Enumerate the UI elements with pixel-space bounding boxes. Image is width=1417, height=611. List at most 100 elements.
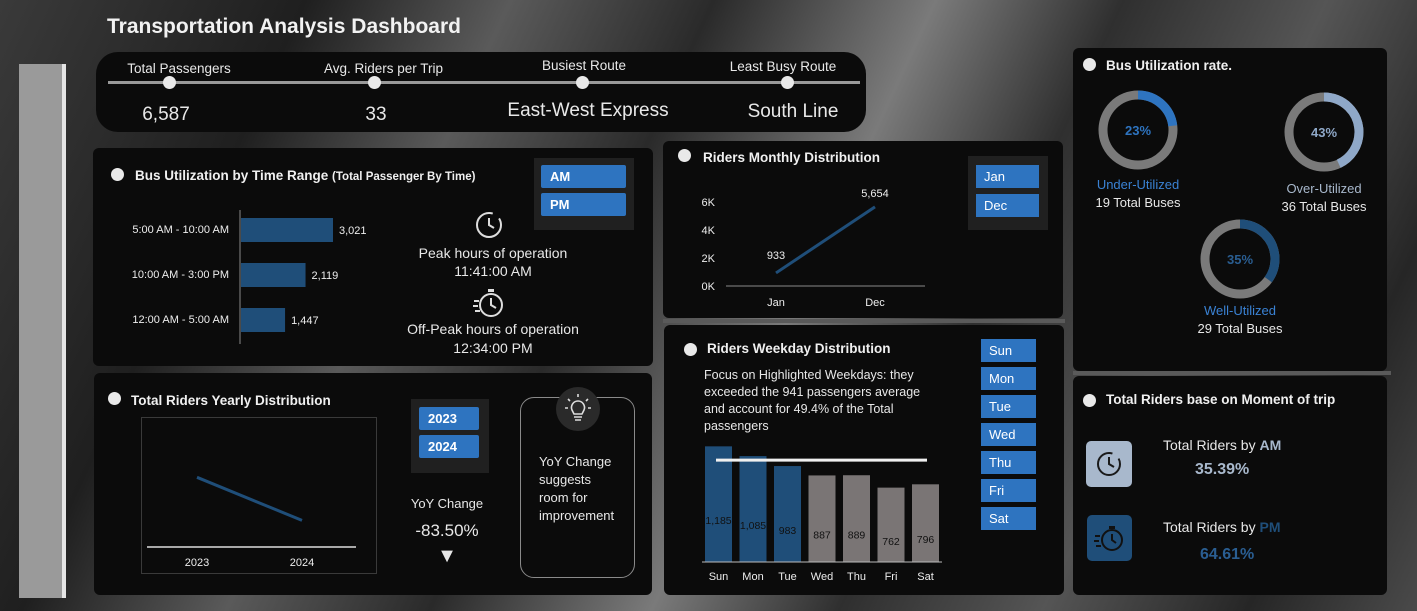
x-tick-label: Mon <box>742 571 763 583</box>
donut-well-utilized: 35% <box>1200 219 1280 299</box>
y-tick-label: 6K <box>702 197 716 209</box>
y-tick-label: 0K <box>702 281 716 293</box>
monthly-title: Riders Monthly Distribution <box>703 150 880 165</box>
category-label: 5:00 AM - 10:00 AM <box>132 224 229 236</box>
bar <box>912 484 939 562</box>
offpeak-label: Off-Peak hours of operation <box>407 321 579 337</box>
well-utilized-sub: 29 Total Buses <box>1197 321 1283 336</box>
slicer-sat-button[interactable]: Sat <box>981 507 1036 530</box>
clock-icon <box>476 212 502 238</box>
am-pm-slicer: AM PM <box>534 158 634 230</box>
bar <box>739 456 767 562</box>
am-clock-icon <box>1086 441 1132 487</box>
data-label: 933 <box>767 250 785 262</box>
data-label: 887 <box>813 530 831 542</box>
data-label: 3,021 <box>339 225 367 237</box>
am-prefix: Total Riders by <box>1163 437 1260 453</box>
slicer-thu-button[interactable]: Thu <box>981 451 1036 474</box>
donut-slice <box>1284 92 1364 172</box>
kpi-label-total-passengers: Total Passengers <box>127 61 231 76</box>
donut-slice <box>1098 90 1178 170</box>
data-label: 889 <box>848 530 866 542</box>
kpi-dot <box>576 76 589 89</box>
slicer-2023-button[interactable]: 2023 <box>419 407 479 430</box>
am-riders-value: 35.39% <box>1195 461 1250 478</box>
data-label: 1,447 <box>291 315 319 327</box>
yearly-panel: Total Riders Yearly Distribution 2023 202… <box>94 373 652 595</box>
time-range-panel: Bus Utilization by Time Range (Total Pas… <box>93 148 653 366</box>
data-label: 2,119 <box>312 270 339 282</box>
moment-title: Total Riders base on Moment of trip <box>1106 392 1336 407</box>
time-range-subtitle: (Total Passenger By Time) <box>332 171 476 183</box>
clock-icon <box>1097 452 1121 476</box>
under-utilized-label: Under-Utilized <box>1096 177 1180 192</box>
kpi-label-busiest-route: Busiest Route <box>541 58 627 73</box>
lightbulb-icon <box>556 387 600 431</box>
weekday-slicer: Sun Mon Tue Wed Thu Fri Sat <box>978 339 1040 537</box>
donut-percent-label: 35% <box>1227 252 1253 267</box>
weekday-bar-chart: 1,185 Sun 1,085 Mon 983 Tue 887 Wed 889 Thu 762 Fri… <box>702 446 942 583</box>
stopwatch-icon <box>1094 526 1123 551</box>
yoy-value: -83.50% <box>415 521 479 540</box>
slicer-wed-button[interactable]: Wed <box>981 423 1036 446</box>
bar <box>774 466 801 562</box>
series-line <box>775 205 876 275</box>
bar <box>705 446 732 562</box>
x-tick-label: Sun <box>709 571 729 583</box>
x-tick-label: Wed <box>811 571 833 583</box>
panel-divider <box>1073 371 1391 375</box>
donut-over-utilized: 43% <box>1284 92 1364 172</box>
insight-text: YoY Change suggests room for improvement <box>539 454 615 523</box>
page-title: Transportation Analysis Dashboard <box>107 15 461 38</box>
kpi-strip: Total Passengers 6,587 Avg. Riders per T… <box>96 52 866 132</box>
kpi-dot <box>781 76 794 89</box>
donut-under-utilized: 23% <box>1098 90 1178 170</box>
pm-stopwatch-icon <box>1087 515 1132 561</box>
slicer-fri-button[interactable]: Fri <box>981 479 1036 502</box>
x-tick-label: Jan <box>767 297 785 309</box>
time-range-bar-chart: 5:00 AM - 10:00 AM 3,021 10:00 AM - 3:00 P… <box>132 210 367 344</box>
kpi-label-avg-riders: Avg. Riders per Trip <box>323 61 444 76</box>
category-label: 12:00 AM - 5:00 AM <box>132 314 229 326</box>
pm-riders-label: Total Riders by PM <box>1163 519 1280 535</box>
data-label: 762 <box>882 536 900 548</box>
over-utilized-label: Over-Utilized <box>1286 181 1362 196</box>
x-tick-label: 2024 <box>290 557 314 569</box>
slicer-tue-button[interactable]: Tue <box>981 395 1036 418</box>
pm-prefix: Total Riders by <box>1163 519 1260 535</box>
donut-percent-label: 43% <box>1311 125 1337 140</box>
kpi-dot <box>163 76 176 89</box>
data-label: 983 <box>779 525 797 537</box>
am-key: AM <box>1259 437 1282 453</box>
bar <box>241 308 286 332</box>
yoy-label: YoY Change <box>410 496 484 511</box>
slicer-jan-button[interactable]: Jan <box>976 165 1039 188</box>
kpi-dot <box>368 76 381 89</box>
slicer-2024-button[interactable]: 2024 <box>419 435 479 458</box>
slicer-pm-button[interactable]: PM <box>541 193 626 216</box>
weekday-note: Focus on Highlighted Weekdays: they exce… <box>704 368 921 433</box>
slicer-dec-button[interactable]: Dec <box>976 194 1039 217</box>
monthly-panel: Riders Monthly Distribution 0K 2K 4K 6K 933 5… <box>663 141 1063 318</box>
donut-slice <box>1200 219 1280 299</box>
x-tick-label: 2023 <box>185 557 209 569</box>
slicer-am-button[interactable]: AM <box>541 165 626 188</box>
kpi-value-busiest-route: East-West Express <box>507 100 669 121</box>
panel-divider <box>663 319 1065 323</box>
stopwatch-icon <box>473 289 503 317</box>
y-tick-label: 2K <box>702 253 716 265</box>
moment-panel: Total Riders base on Moment of trip Tota… <box>1073 376 1387 595</box>
panel-dot <box>108 392 121 405</box>
weekday-panel: Riders Weekday Distribution Focus on Hig… <box>664 325 1064 595</box>
utilization-panel: Bus Utilization rate. 23% Under-Utilized… <box>1073 48 1387 371</box>
am-riders-label: Total Riders by AM <box>1163 437 1281 453</box>
bar <box>877 487 905 562</box>
donut-percent-label: 23% <box>1125 123 1151 138</box>
yoy-down-arrow-icon: ▼ <box>437 545 457 567</box>
slicer-sun-button[interactable]: Sun <box>981 339 1036 362</box>
offpeak-value: 12:34:00 PM <box>453 340 533 356</box>
x-tick-label: Sat <box>917 571 934 583</box>
slicer-mon-button[interactable]: Mon <box>981 367 1036 390</box>
x-tick-label: Tue <box>778 571 797 583</box>
month-slicer: Jan Dec <box>968 156 1048 230</box>
